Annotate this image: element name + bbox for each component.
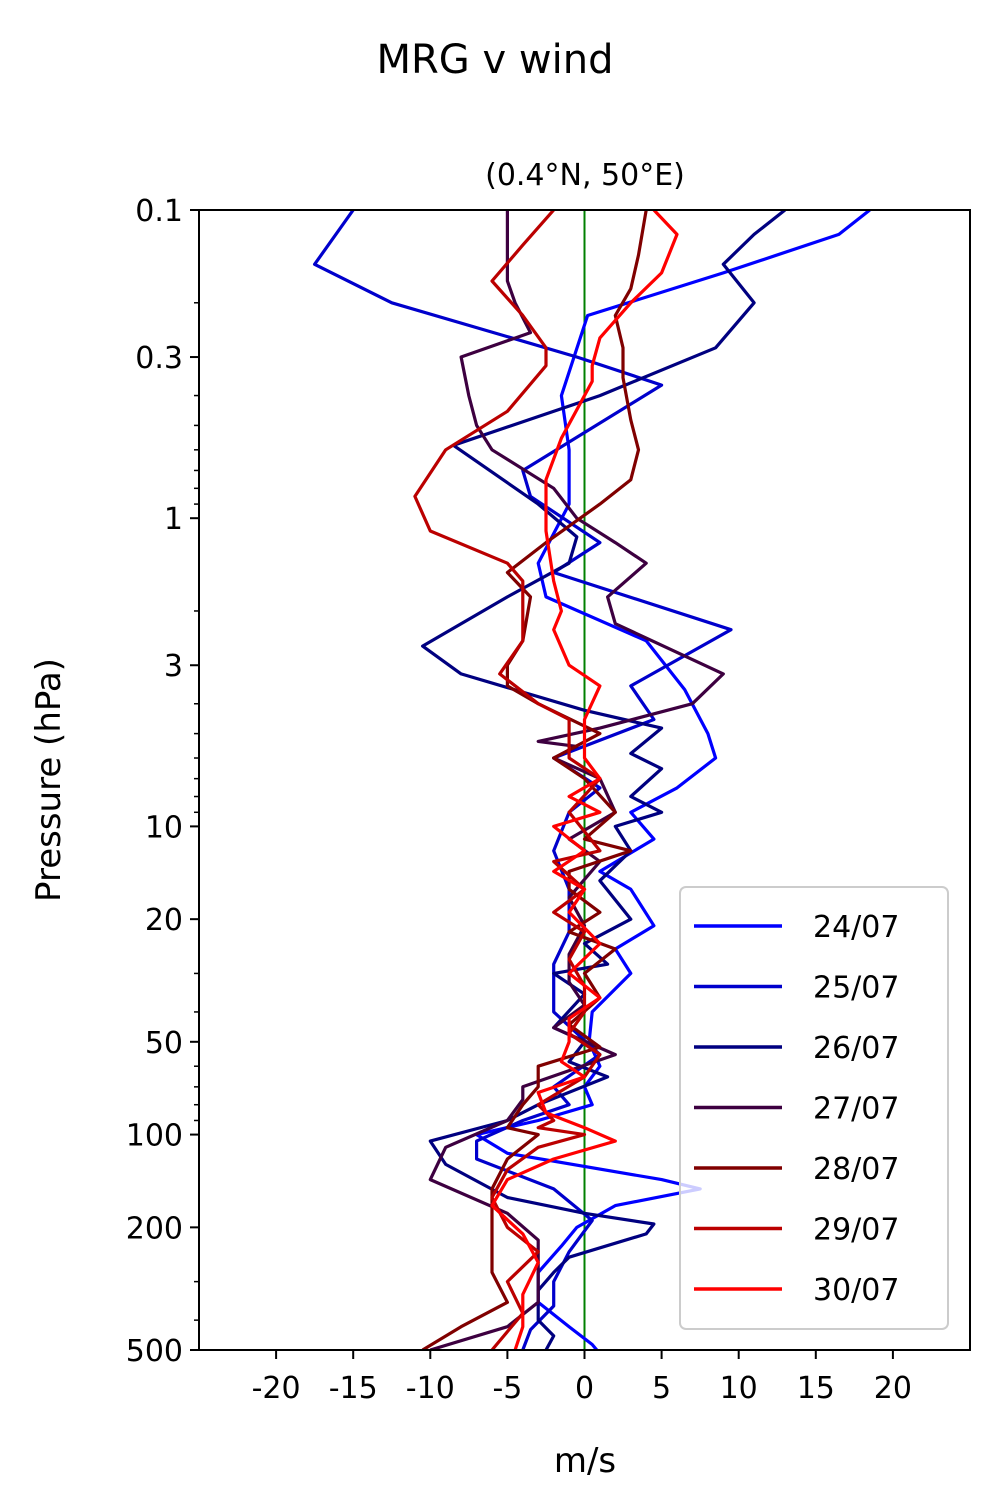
y-tick-label: 1 bbox=[164, 502, 183, 537]
x-tick-label: -20 bbox=[252, 1371, 301, 1406]
legend-label: 29/07 bbox=[813, 1213, 899, 1248]
x-tick-label: -15 bbox=[329, 1371, 378, 1406]
x-tick-label: -5 bbox=[492, 1371, 522, 1406]
legend-label: 24/07 bbox=[813, 910, 899, 945]
x-tick-label: -10 bbox=[406, 1371, 455, 1406]
plot-area bbox=[198, 209, 971, 1351]
legend-label: 30/07 bbox=[813, 1273, 899, 1308]
legend-label: 25/07 bbox=[813, 971, 899, 1006]
y-axis-label: Pressure (hPa) bbox=[29, 658, 69, 902]
series-line-28-07 bbox=[421, 210, 648, 1350]
chart-subtitle: (0.4°N, 50°E) bbox=[485, 158, 685, 193]
y-tick-label: 50 bbox=[145, 1026, 183, 1061]
legend-label: 28/07 bbox=[813, 1152, 899, 1187]
y-tick-label: 20 bbox=[145, 903, 183, 938]
y-tick-label: 200 bbox=[126, 1211, 183, 1246]
legend: 24/07 25/07 26/07 27/07 28/07 29/07 30/07 bbox=[679, 886, 949, 1330]
chart-title: MRG v wind bbox=[377, 37, 614, 83]
legend-label: 27/07 bbox=[813, 1092, 899, 1127]
x-tick-label: 15 bbox=[797, 1371, 835, 1406]
x-tick-label: 20 bbox=[874, 1371, 912, 1406]
y-axis: 0.1 0.3 1 3 10 20 50 100 200 500 bbox=[126, 194, 199, 1369]
y-tick-label: 10 bbox=[145, 810, 183, 845]
y-tick-label: 0.1 bbox=[135, 194, 183, 229]
y-tick-label: 0.3 bbox=[135, 341, 183, 376]
legend-label: 26/07 bbox=[813, 1031, 899, 1066]
y-tick-label: 3 bbox=[164, 649, 183, 684]
y-tick-label: 100 bbox=[126, 1119, 183, 1154]
series-line-29-07 bbox=[413, 210, 602, 1350]
legend-box bbox=[679, 886, 949, 1330]
x-axis: -20 -15 -10 -5 0 5 10 15 20 bbox=[252, 1350, 912, 1406]
y-tick-label: 500 bbox=[126, 1334, 183, 1369]
x-tick-label: 10 bbox=[720, 1371, 758, 1406]
x-tick-label: 5 bbox=[652, 1371, 671, 1406]
series-line-30-07 bbox=[490, 210, 679, 1350]
series-line-26-07 bbox=[421, 210, 786, 1350]
x-axis-label: m/s bbox=[554, 1441, 616, 1481]
x-tick-label: 0 bbox=[575, 1371, 594, 1406]
